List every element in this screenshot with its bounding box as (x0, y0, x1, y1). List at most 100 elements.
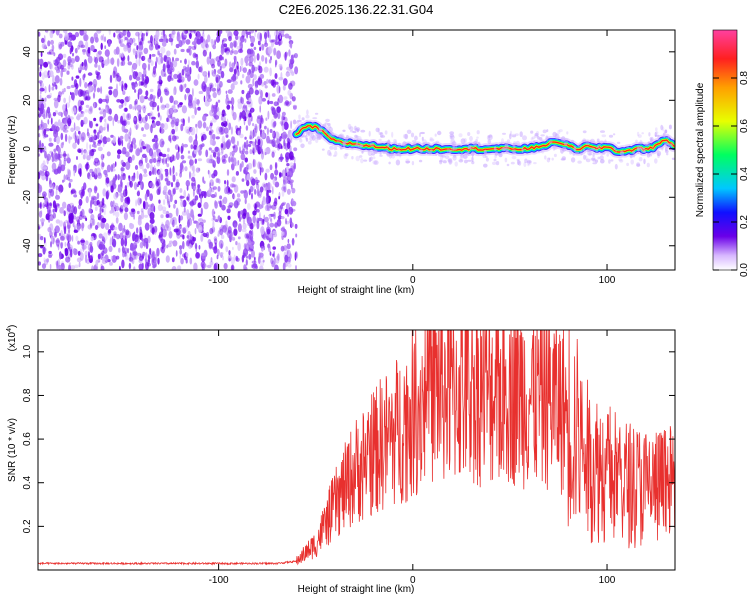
noise-speckle (291, 71, 295, 76)
ridge-halo (492, 161, 497, 165)
ridge-halo (540, 134, 545, 137)
noise-speckle (219, 228, 224, 236)
ridge-halo (630, 159, 634, 165)
ridge-halo (355, 142, 358, 146)
noise-speckle (165, 170, 169, 177)
noise-speckle (241, 89, 245, 95)
noise-speckle (187, 64, 190, 71)
noise-speckle (174, 125, 178, 132)
ridge-halo (524, 158, 528, 164)
noise-speckle (217, 99, 221, 103)
noise-speckle (286, 188, 291, 195)
noise-speckle (79, 77, 82, 87)
noise-speckle (219, 195, 223, 200)
noise-speckle (42, 246, 46, 255)
ridge-halo (614, 163, 618, 170)
noise-speckle (260, 82, 265, 87)
noise-speckle (194, 242, 198, 250)
noise-speckle (217, 60, 221, 67)
noise-speckle (104, 118, 107, 123)
noise-speckle (215, 106, 220, 112)
noise-speckle (155, 120, 161, 127)
noise-speckle (57, 166, 62, 174)
noise-speckle (184, 83, 187, 88)
noise-speckle (184, 166, 188, 172)
noise-speckle (105, 95, 109, 104)
noise-speckle (268, 237, 271, 243)
noise-speckle (292, 104, 297, 108)
ridge-halo (438, 153, 443, 158)
noise-speckle (160, 123, 165, 129)
noise-speckle (117, 120, 121, 124)
noise-speckle (287, 180, 291, 184)
noise-speckle (118, 31, 124, 39)
noise-speckle (131, 251, 137, 260)
noise-speckle (285, 152, 291, 160)
ridge-halo (398, 142, 401, 146)
ridge-halo (372, 156, 376, 160)
noise-speckle (149, 125, 153, 132)
noise-speckle (150, 35, 153, 44)
noise-speckle (187, 59, 190, 66)
ridge-halo (410, 132, 415, 138)
noise-speckle (264, 125, 267, 130)
noise-speckle (53, 52, 56, 57)
noise-speckle (159, 231, 163, 238)
noise-speckle (215, 178, 219, 183)
noise-speckle (229, 50, 233, 56)
noise-speckle (100, 161, 105, 170)
noise-speckle (116, 99, 121, 103)
noise-speckle (241, 254, 245, 263)
ridge-halo (626, 146, 630, 148)
noise-speckle (44, 170, 50, 177)
noise-speckle (191, 60, 196, 66)
noise-speckle (265, 92, 269, 98)
noise-speckle (92, 101, 98, 109)
ridge-halo (652, 145, 655, 152)
noise-speckle (147, 253, 153, 259)
ridge-halo (399, 153, 402, 158)
noise-speckle (243, 141, 247, 149)
noise-speckle (281, 33, 285, 37)
ridge-halo (395, 154, 399, 157)
noise-speckle (81, 147, 83, 156)
noise-speckle (227, 205, 233, 209)
noise-speckle (160, 223, 165, 231)
noise-speckle (237, 70, 240, 77)
noise-speckle (160, 56, 164, 64)
noise-speckle (78, 106, 82, 112)
noise-speckle (246, 145, 249, 151)
noise-speckle (117, 154, 121, 159)
noise-speckle (202, 80, 206, 86)
noise-speckle (242, 218, 246, 224)
noise-speckle (102, 142, 105, 148)
noise-speckle (278, 39, 281, 47)
noise-speckle (281, 216, 285, 220)
noise-speckle (252, 148, 255, 154)
noise-speckle (129, 127, 132, 136)
ridge-halo (514, 133, 519, 137)
noise-speckle (238, 116, 240, 123)
noise-speckle (52, 212, 56, 219)
noise-speckle (180, 234, 185, 238)
noise-speckle (74, 264, 79, 269)
noise-speckle (288, 49, 291, 57)
noise-speckle (63, 210, 66, 217)
ridge-halo (379, 154, 383, 157)
noise-speckle (180, 145, 184, 154)
noise-speckle (96, 131, 100, 140)
noise-speckle (129, 180, 133, 188)
noise-speckle (170, 38, 173, 46)
ridge-halo (619, 159, 624, 163)
ridge-halo (533, 162, 537, 165)
noise-speckle (142, 200, 146, 210)
noise-speckle (269, 251, 272, 256)
noise-speckle (139, 198, 142, 204)
noise-speckle (88, 108, 93, 115)
noise-speckle (88, 81, 93, 86)
x-tick-label: 0 (410, 275, 416, 286)
ridge-halo (511, 149, 516, 154)
noise-speckle (168, 212, 173, 219)
ridge-halo (548, 139, 553, 144)
noise-speckle (212, 133, 216, 141)
